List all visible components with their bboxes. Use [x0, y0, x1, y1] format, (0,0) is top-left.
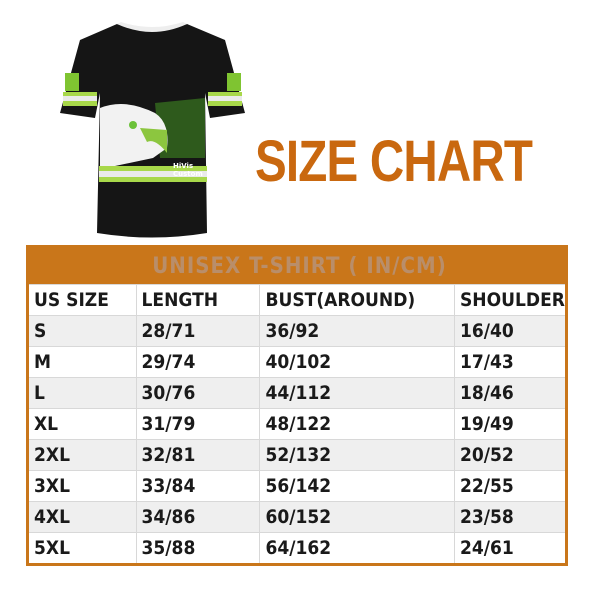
cell: 5XL — [27, 532, 137, 565]
cell: 4XL — [27, 501, 137, 533]
size-row: XL 31/79 48/122 19/49 — [27, 408, 567, 440]
size-table: UNISEX T-SHIRT ( IN/CM) US SIZE LENGTH BUS… — [26, 245, 568, 566]
cell: 19/49 — [454, 408, 567, 440]
cell: 20/52 — [454, 439, 567, 471]
logo-text: HiVis — [173, 162, 193, 170]
cell: 44/112 — [259, 377, 455, 409]
cell: XL — [27, 408, 137, 440]
cell: 3XL — [27, 470, 137, 502]
column-header: SHOULDER — [454, 284, 567, 316]
cell: 60/152 — [259, 501, 455, 533]
size-row: 5XL 35/88 64/162 24/61 — [27, 532, 567, 565]
cell: 29/74 — [135, 346, 261, 378]
cell: 33/84 — [135, 470, 261, 502]
cell: M — [27, 346, 137, 378]
cell: 48/122 — [259, 408, 455, 440]
cell: 17/43 — [454, 346, 567, 378]
size-row: 4XL 34/86 60/152 23/58 — [27, 501, 567, 533]
size-row: M 29/74 40/102 17/43 — [27, 346, 567, 378]
cell: 28/71 — [135, 315, 261, 347]
cell: 36/92 — [259, 315, 455, 347]
column-header: BUST(AROUND) — [259, 284, 455, 316]
cell: 18/46 — [454, 377, 567, 409]
size-row: L 30/76 44/112 18/46 — [27, 377, 567, 409]
cell: 40/102 — [259, 346, 455, 378]
cell: 31/79 — [135, 408, 261, 440]
header-row: US SIZE LENGTH BUST(AROUND) SHOULDER — [27, 284, 567, 316]
cell: 16/40 — [454, 315, 567, 347]
size-row: 3XL 33/84 56/142 22/55 — [27, 470, 567, 502]
cell: 2XL — [27, 439, 137, 471]
cell: L — [27, 377, 137, 409]
cell: 34/86 — [135, 501, 261, 533]
cell: 24/61 — [454, 532, 567, 565]
cell: S — [27, 315, 137, 347]
table-body: S 28/71 36/92 16/40 M 29/74 40/102 17/43 L 30/76 4… — [27, 315, 567, 565]
cell: 32/81 — [135, 439, 261, 471]
cell: 52/132 — [259, 439, 455, 471]
t-shirt-image: HiVis Custom — [60, 22, 245, 238]
cell: 23/58 — [454, 501, 567, 533]
size-row: S 28/71 36/92 16/40 — [27, 315, 567, 347]
cell: 35/88 — [135, 532, 261, 565]
table-caption: UNISEX T-SHIRT ( IN/CM) — [27, 246, 567, 285]
cell: 56/142 — [259, 470, 455, 502]
cell: 22/55 — [454, 470, 567, 502]
logo-text: Custom — [173, 170, 203, 178]
title: SIZE CHART — [255, 129, 533, 194]
column-header: LENGTH — [135, 284, 261, 316]
size-row: 2XL 32/81 52/132 20/52 — [27, 439, 567, 471]
column-header: US SIZE — [27, 284, 137, 316]
cell: 64/162 — [259, 532, 455, 565]
cell: 30/76 — [135, 377, 261, 409]
